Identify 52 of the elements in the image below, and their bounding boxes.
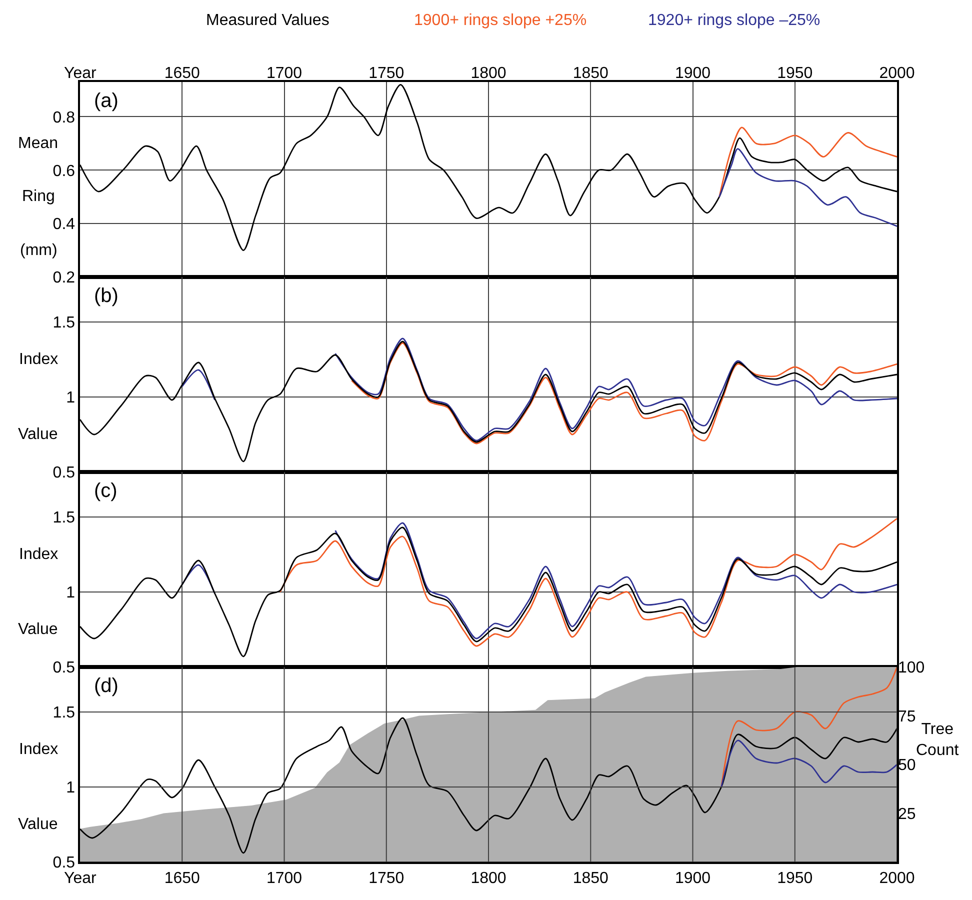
annotation: (b) bbox=[94, 285, 118, 307]
text: 1900+ rings slope +25% bbox=[414, 12, 587, 29]
y-tick-label: 0.2 bbox=[52, 270, 76, 287]
y-tick-label: 0.6 bbox=[52, 162, 76, 180]
text: Index Value bbox=[18, 546, 58, 638]
x-tick-label: 1850 bbox=[572, 870, 609, 887]
x2-tick-label: 1650 bbox=[164, 64, 200, 82]
y-tick-label: 1 bbox=[66, 390, 76, 407]
y-tick-label: 0.8 bbox=[52, 109, 76, 126]
line-series bbox=[720, 667, 897, 788]
y-tick-label: 1.5 bbox=[52, 704, 76, 722]
x2-tick-label: 1900 bbox=[674, 64, 711, 82]
x-tick-label: 1950 bbox=[777, 870, 813, 887]
x-tick-label: 1800 bbox=[470, 870, 506, 887]
y-tick-label: 0.5 bbox=[52, 660, 76, 677]
y2-tick-label: 75 bbox=[898, 708, 916, 726]
y-tick-label: 0.4 bbox=[52, 216, 76, 234]
y2-tick-label: 50 bbox=[898, 757, 916, 774]
annotation: (c) bbox=[94, 480, 118, 502]
y-tick-label: 1 bbox=[66, 584, 76, 602]
x-tick-label: 1700 bbox=[266, 870, 302, 887]
x2-tick-label: 1850 bbox=[572, 64, 609, 82]
x2-tick-label: 1700 bbox=[266, 64, 302, 82]
line-series bbox=[718, 148, 897, 227]
text: Measured Values bbox=[206, 12, 330, 29]
y-tick-label: 0.5 bbox=[52, 854, 76, 872]
line-series bbox=[720, 740, 897, 788]
y-tick-label: 1 bbox=[66, 780, 76, 797]
x2-axis-title: Year bbox=[64, 65, 97, 82]
x2-tick-label: 1750 bbox=[368, 64, 404, 82]
x2-tick-label: 1800 bbox=[470, 64, 506, 82]
line-series bbox=[718, 126, 897, 198]
x-tick-label: 1650 bbox=[164, 870, 200, 887]
x2-tick-label: 1950 bbox=[777, 64, 813, 82]
x-axis-title: Year bbox=[64, 870, 97, 887]
x-tick-label: 1750 bbox=[368, 870, 404, 887]
y2-tick-label: 25 bbox=[898, 806, 916, 823]
annotation: (a) bbox=[94, 90, 118, 112]
x-tick-label: 2000 bbox=[879, 870, 915, 887]
text: Index Value bbox=[18, 741, 58, 833]
line-series bbox=[350, 342, 897, 444]
y-tick-label: 1.5 bbox=[52, 510, 76, 527]
x2-tick-label: 2000 bbox=[879, 64, 915, 82]
x-tick-label: 1900 bbox=[674, 870, 711, 887]
y-tick-label: 1.5 bbox=[52, 314, 76, 332]
line-series bbox=[279, 518, 897, 647]
y2-tick-label: 100 bbox=[898, 660, 925, 677]
y-tick-label: 0.5 bbox=[52, 464, 76, 482]
annotation: (d) bbox=[94, 675, 118, 697]
text: Index Value bbox=[18, 351, 58, 443]
text: 1920+ rings slope –25% bbox=[648, 12, 820, 29]
y2-axis-title: Tree Count bbox=[916, 721, 960, 759]
